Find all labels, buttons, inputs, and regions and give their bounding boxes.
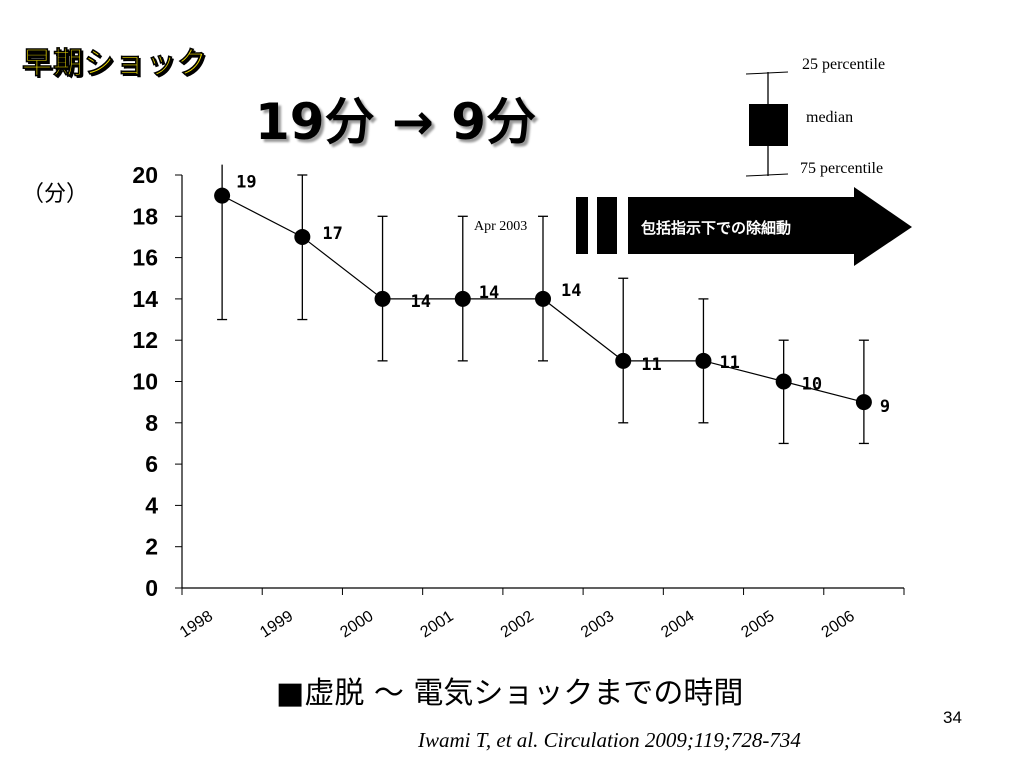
data-label: 9	[880, 397, 890, 417]
x-tick-label: 2001	[418, 608, 457, 642]
x-tick-label: 2002	[498, 608, 537, 642]
arrow-bar-2	[597, 197, 617, 254]
y-tick-label: 2	[145, 534, 158, 560]
data-label: 14	[411, 292, 431, 312]
page-number: 34	[943, 708, 962, 727]
data-label: 17	[322, 224, 342, 244]
median-point	[535, 290, 551, 307]
data-label: 11	[641, 355, 661, 375]
data-label: 14	[561, 281, 581, 301]
y-tick-label: 16	[132, 245, 158, 271]
legend-top-cap	[745, 71, 789, 75]
arrow-bar-1	[576, 197, 588, 254]
y-tick-label: 0	[145, 575, 158, 601]
median-point	[855, 394, 872, 411]
x-tick-label: 2004	[658, 608, 697, 642]
x-tick-label: 2000	[337, 608, 376, 642]
y-tick-label: 18	[132, 203, 158, 229]
headline: 19分 → 9分	[255, 93, 537, 151]
y-tick-label: 8	[145, 410, 158, 436]
date-note: Apr 2003	[474, 219, 527, 234]
data-label: 19	[236, 173, 256, 193]
legend-lower-label: 75 percentile	[800, 160, 883, 177]
data-label: 10	[802, 375, 822, 395]
legend-median-box	[749, 104, 788, 146]
y-tick-label: 20	[132, 162, 158, 188]
arrow-body	[628, 187, 912, 266]
median-point	[454, 290, 471, 307]
x-tick-label: 2006	[819, 608, 858, 642]
slide-title: 早期ショック	[22, 46, 208, 82]
x-tick-label: 1998	[177, 608, 216, 642]
median-point	[294, 228, 311, 245]
legend-median-label: median	[806, 109, 853, 126]
median-point	[615, 352, 632, 369]
chart-caption: ■虚脱 ～ 電気ショックまでの時間	[276, 676, 744, 711]
data-label: 11	[719, 353, 739, 373]
y-tick-label: 6	[145, 451, 158, 477]
legend-upper-label: 25 percentile	[802, 56, 885, 73]
y-tick-label: 4	[145, 492, 158, 518]
y-axis-unit-label: （分）	[22, 182, 89, 207]
y-tick-label: 12	[132, 327, 158, 353]
median-point	[374, 290, 391, 307]
data-labels: 19 17 14 14 14 11 11 10 9	[236, 173, 890, 418]
y-tick-label: 10	[132, 369, 158, 395]
data-label: 14	[479, 283, 499, 303]
arrow-text: 包括指示下での除細動	[641, 219, 791, 237]
x-tick-label: 1999	[257, 608, 296, 642]
median-series	[214, 187, 872, 411]
x-tick-label: 2005	[738, 608, 777, 642]
legend-bottom-cap	[745, 173, 789, 177]
citation: Iwami T, et al. Circulation 2009;119;728…	[418, 728, 801, 752]
median-point	[775, 373, 792, 390]
median-point	[695, 352, 712, 369]
x-tick-label: 2003	[578, 608, 617, 642]
period-arrow: 包括指示下での除細動	[576, 187, 912, 266]
median-point	[214, 187, 231, 204]
legend-glyph: 25 percentile median 75 percentile	[745, 56, 885, 177]
y-tick-label: 14	[132, 286, 158, 312]
